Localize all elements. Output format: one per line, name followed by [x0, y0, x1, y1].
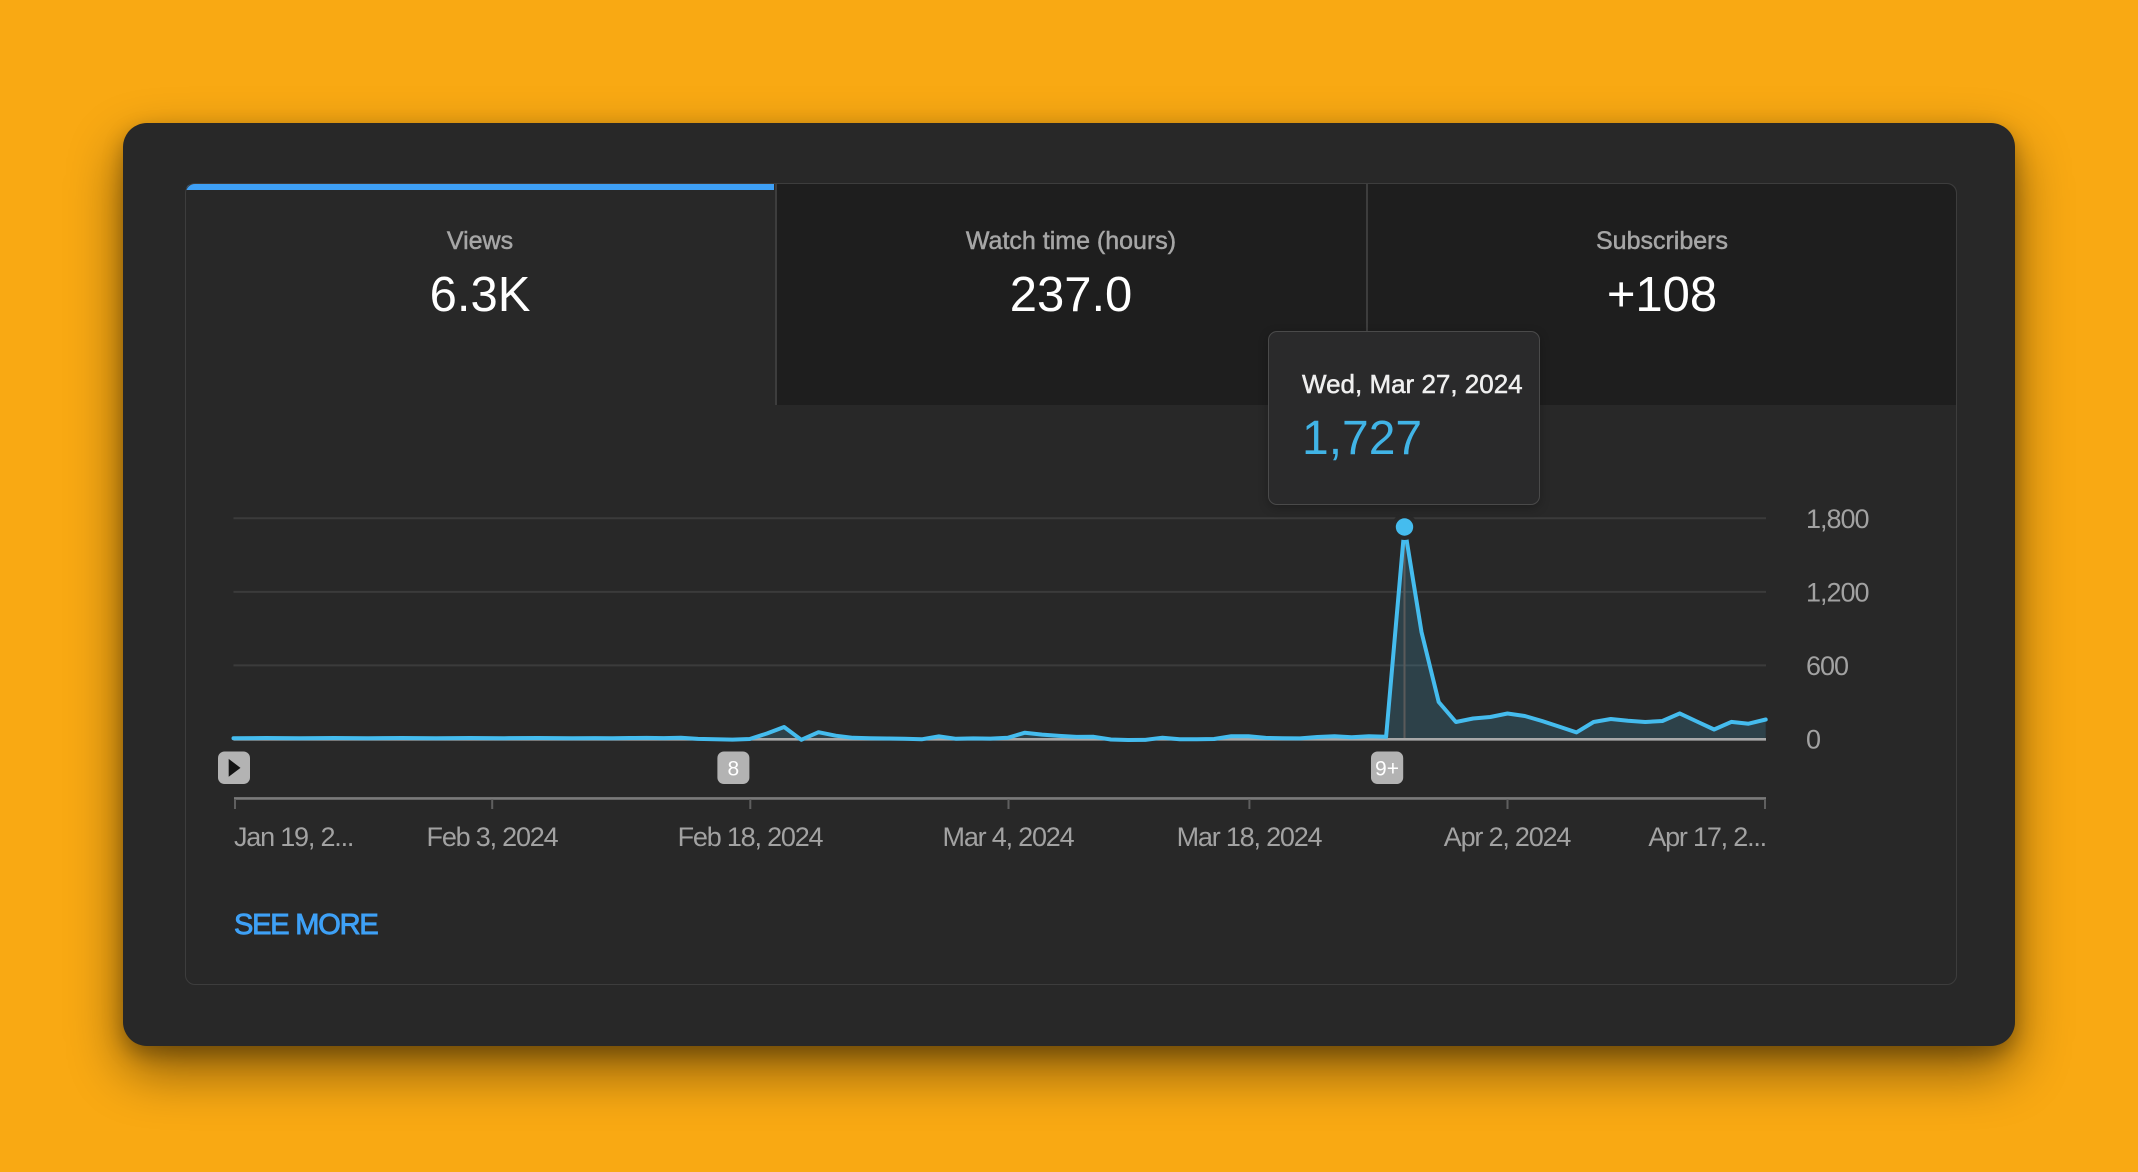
svg-text:1,200: 1,200 [1806, 578, 1869, 608]
svg-text:600: 600 [1806, 651, 1848, 681]
svg-text:8: 8 [728, 758, 740, 781]
svg-text:Mar 18, 2024: Mar 18, 2024 [1177, 822, 1323, 852]
svg-text:9+: 9+ [1375, 758, 1399, 781]
svg-text:Feb 3, 2024: Feb 3, 2024 [427, 822, 559, 852]
svg-text:Apr 17, 2...: Apr 17, 2... [1648, 822, 1766, 852]
svg-text:Jan 19, 2...: Jan 19, 2... [234, 822, 353, 852]
svg-text:Mar 4, 2024: Mar 4, 2024 [943, 822, 1075, 852]
svg-text:0: 0 [1806, 725, 1820, 755]
svg-text:Feb 18, 2024: Feb 18, 2024 [678, 822, 824, 852]
svg-text:Apr 2, 2024: Apr 2, 2024 [1444, 822, 1572, 852]
svg-text:1,800: 1,800 [1806, 504, 1869, 534]
